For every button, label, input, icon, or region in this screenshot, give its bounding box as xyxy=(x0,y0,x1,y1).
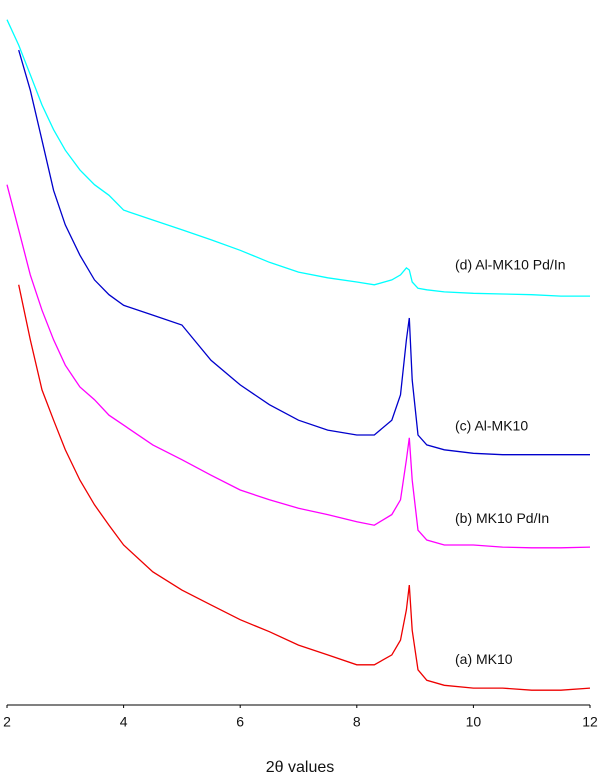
series-label: (c) Al-MK10 xyxy=(455,417,528,433)
series-line xyxy=(6,184,591,549)
series-label: (d) Al-MK10 Pd/In xyxy=(455,257,566,273)
x-tick-label: 8 xyxy=(353,714,361,730)
x-axis-label: 2θ values xyxy=(266,759,335,776)
series-label: (a) MK10 xyxy=(455,651,513,667)
series-label: (b) MK10 Pd/In xyxy=(455,510,549,526)
series-line xyxy=(6,19,590,297)
series-line xyxy=(18,284,591,691)
series-line xyxy=(18,49,590,456)
x-tick-label: 2 xyxy=(3,714,11,730)
x-tick-label: 10 xyxy=(466,714,482,730)
x-tick-label: 6 xyxy=(236,714,244,730)
x-tick-label: 4 xyxy=(120,714,128,730)
x-tick-label: 12 xyxy=(582,714,598,730)
